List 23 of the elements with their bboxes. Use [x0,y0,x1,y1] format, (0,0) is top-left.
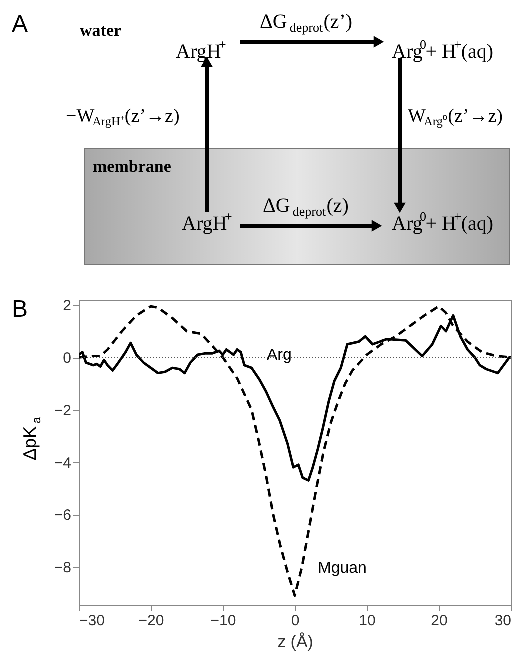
series-label: Arg [267,347,292,364]
text: membrane [93,157,172,176]
y-tick-label: −6 [54,507,72,524]
x-tick-label: −10 [210,612,236,630]
y-tick-label: −2 [54,402,72,420]
y-axis-title: ΔpKa [20,416,44,461]
y-tick-label: 2 [63,298,72,315]
text: A [12,11,28,38]
x-tick-label: 30 [494,612,512,630]
x-axis-title: z (Å) [278,632,314,652]
y-tick-label: −4 [54,454,72,472]
x-tick-label: −30 [80,612,105,630]
x-tick-label: 0 [291,612,300,630]
x-tick-label: 10 [359,612,376,630]
series-label: Mguan [318,560,367,577]
x-tick-label: 20 [431,612,448,630]
y-tick-label: 0 [63,350,72,368]
text: ArgH+ [176,37,226,63]
text: B [12,296,28,323]
text: water [80,21,122,40]
text: ArgH+ [182,209,232,235]
x-tick-label: −20 [138,612,164,630]
y-tick-label: −8 [54,560,72,577]
